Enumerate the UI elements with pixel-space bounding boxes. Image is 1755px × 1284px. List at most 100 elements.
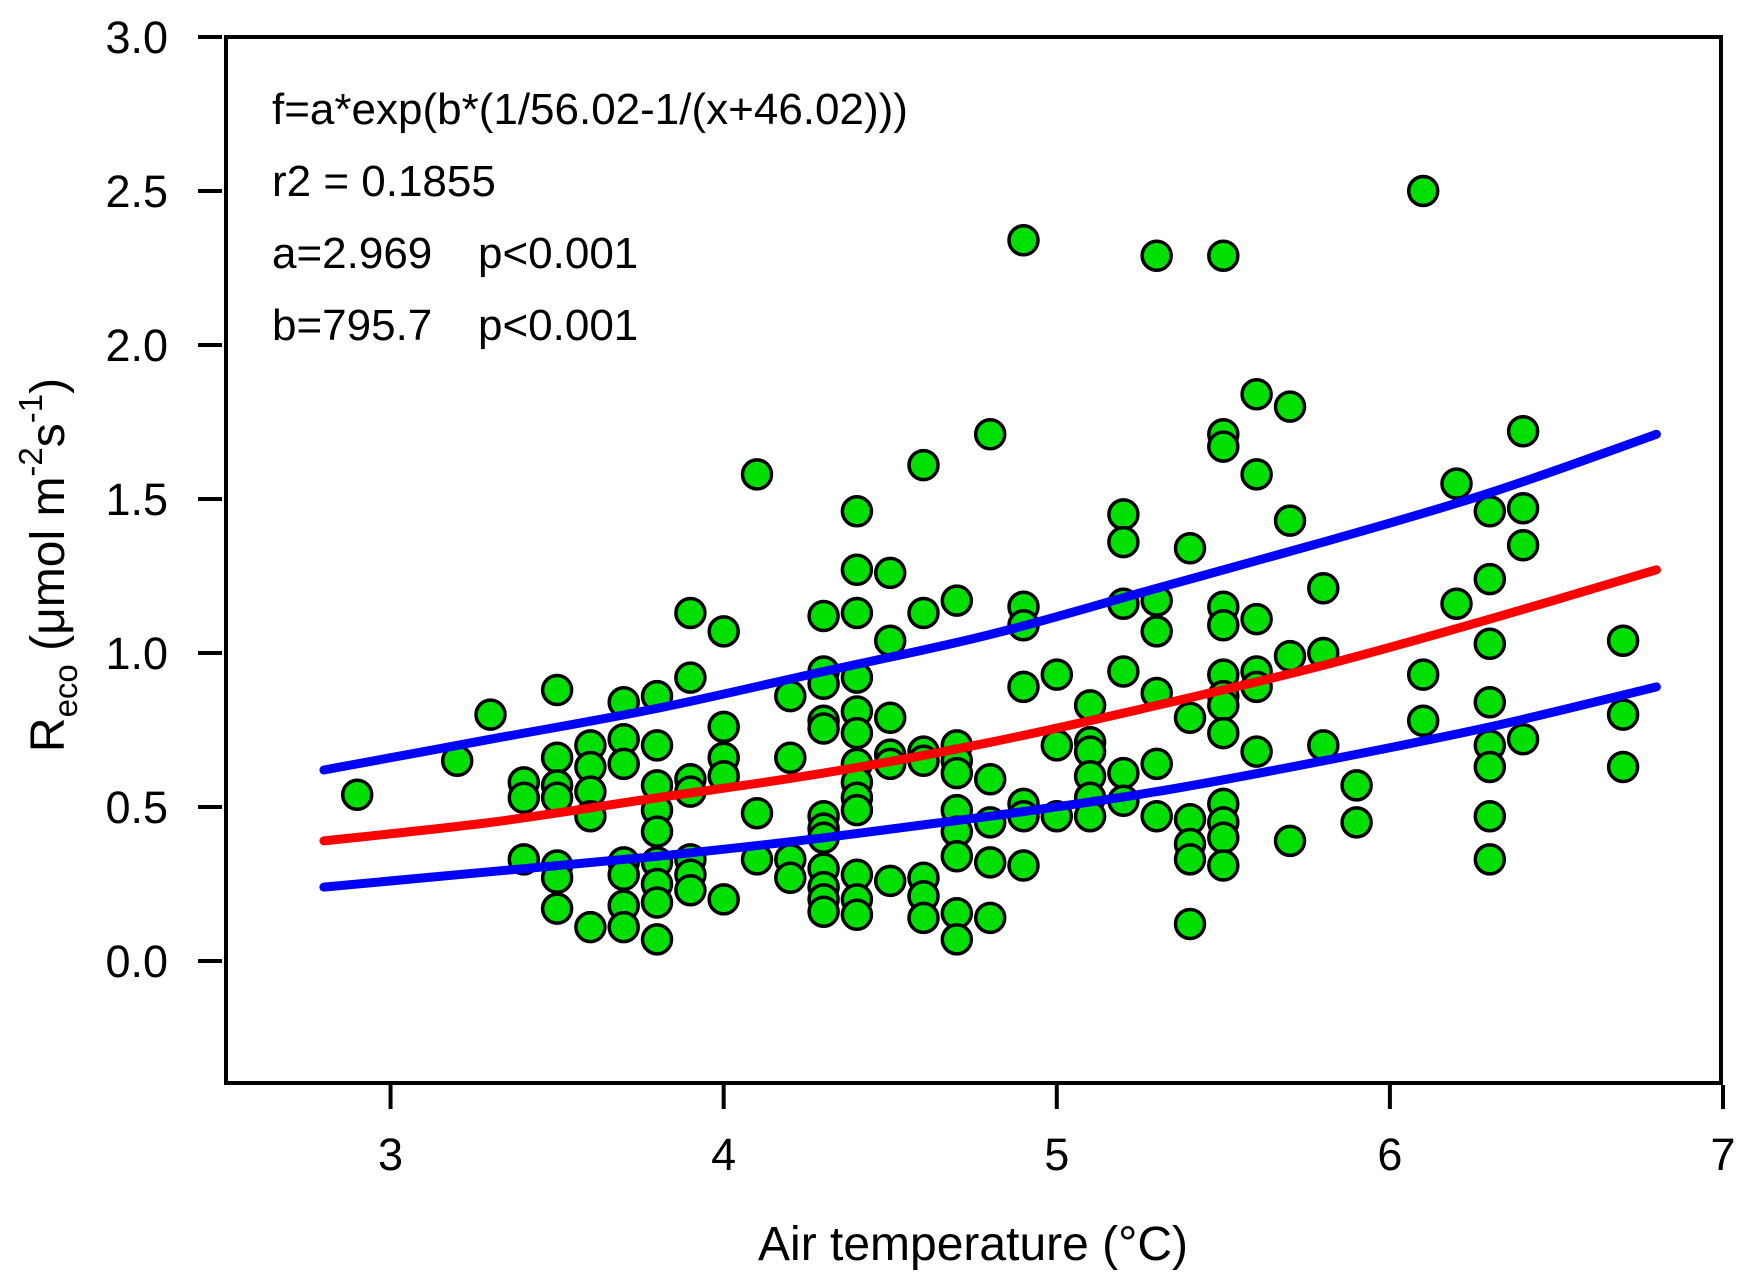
data-point bbox=[940, 584, 974, 617]
data-point bbox=[540, 892, 574, 925]
data-point bbox=[1107, 756, 1140, 790]
data-point bbox=[1173, 843, 1207, 876]
data-point bbox=[840, 553, 874, 587]
data-point bbox=[1606, 624, 1640, 657]
data-point bbox=[840, 898, 874, 932]
data-point bbox=[1140, 799, 1173, 833]
data-point bbox=[1107, 655, 1140, 688]
data-point bbox=[1240, 458, 1273, 491]
data-point bbox=[1506, 491, 1540, 525]
data-point bbox=[1040, 658, 1074, 691]
y-tick-label: 2.0 bbox=[105, 320, 168, 371]
data-point bbox=[840, 793, 874, 827]
y-tick-label: 3.0 bbox=[105, 12, 168, 63]
confidence-band-upper bbox=[319, 429, 1661, 775]
data-point bbox=[973, 418, 1007, 451]
data-point bbox=[1107, 498, 1140, 531]
data-point bbox=[1340, 806, 1373, 839]
data-point bbox=[1506, 414, 1540, 448]
data-point bbox=[1240, 378, 1273, 411]
x-tick-label: 7 bbox=[1710, 1129, 1735, 1180]
x-axis-title: Air temperature (°C) bbox=[758, 1218, 1188, 1271]
x-tick-label: 4 bbox=[711, 1129, 736, 1180]
data-point bbox=[973, 763, 1007, 796]
data-point bbox=[1107, 525, 1140, 559]
data-point bbox=[1473, 686, 1507, 719]
data-point bbox=[707, 883, 740, 916]
data-point bbox=[474, 698, 507, 731]
data-point bbox=[774, 741, 807, 774]
data-point bbox=[1207, 821, 1240, 855]
data-point bbox=[940, 923, 974, 956]
data-point bbox=[1473, 750, 1507, 784]
data-point bbox=[1307, 572, 1340, 605]
y-tick-label: 2.5 bbox=[105, 166, 168, 217]
data-point bbox=[873, 701, 907, 734]
fit-line bbox=[319, 565, 1661, 846]
confidence-band-lower bbox=[319, 682, 1661, 892]
y-tick-label: 1.5 bbox=[105, 474, 168, 525]
data-point bbox=[1506, 528, 1540, 562]
data-point bbox=[1173, 907, 1207, 941]
data-point bbox=[1207, 430, 1240, 463]
data-point bbox=[973, 901, 1007, 935]
data-point bbox=[707, 615, 740, 648]
data-point bbox=[907, 448, 940, 482]
data-points bbox=[340, 174, 1640, 956]
data-point bbox=[707, 710, 740, 744]
data-point bbox=[1240, 602, 1273, 636]
data-point bbox=[1606, 750, 1640, 784]
data-point bbox=[1473, 562, 1507, 596]
data-point bbox=[640, 886, 674, 919]
data-point bbox=[507, 781, 541, 815]
data-point bbox=[840, 716, 874, 750]
x-tick-label: 6 bbox=[1377, 1129, 1402, 1180]
data-point bbox=[1207, 239, 1240, 272]
data-point bbox=[640, 923, 674, 956]
annotation-b-value: b=795.7 bbox=[272, 301, 432, 350]
data-point bbox=[1040, 729, 1074, 762]
data-point bbox=[1506, 722, 1540, 756]
data-point bbox=[1440, 587, 1473, 620]
data-point bbox=[1173, 701, 1207, 734]
data-point bbox=[1473, 495, 1507, 528]
data-point bbox=[1606, 698, 1640, 731]
data-point bbox=[1007, 224, 1040, 257]
x-tick-label: 3 bbox=[378, 1129, 403, 1180]
data-point bbox=[674, 661, 707, 694]
x-axis: 3 4 5 6 7 bbox=[378, 1085, 1736, 1180]
data-point bbox=[907, 596, 940, 630]
data-point bbox=[907, 901, 940, 935]
data-point bbox=[840, 495, 874, 528]
data-point bbox=[1273, 504, 1307, 537]
data-point bbox=[774, 679, 807, 713]
data-point bbox=[973, 846, 1007, 879]
annotation-b-pvalue: p<0.001 bbox=[478, 301, 638, 350]
plot-frame bbox=[224, 35, 1723, 1085]
data-point bbox=[1140, 747, 1173, 781]
annotation-r2: r2 = 0.1855 bbox=[272, 157, 496, 206]
data-point bbox=[1007, 849, 1040, 882]
data-point bbox=[1473, 627, 1507, 661]
y-tick-label: 1.0 bbox=[105, 628, 168, 679]
data-point bbox=[807, 895, 840, 928]
data-point bbox=[807, 599, 840, 633]
data-point bbox=[774, 861, 807, 895]
data-point bbox=[1240, 735, 1273, 768]
data-point bbox=[1406, 704, 1440, 738]
annotation-a-value: a=2.969 bbox=[272, 229, 432, 278]
data-point bbox=[940, 840, 974, 873]
fit-annotation: f=a*exp(b*(1/56.02-1/(x+46.02))) r2 = 0.… bbox=[272, 85, 908, 350]
data-point bbox=[674, 596, 707, 630]
y-axis-title: Reco (μmol m-2s-1) bbox=[12, 378, 84, 752]
data-point bbox=[840, 596, 874, 630]
data-point bbox=[1207, 716, 1240, 750]
annotation-a-pvalue: p<0.001 bbox=[478, 229, 638, 278]
data-point bbox=[1273, 390, 1307, 423]
data-point bbox=[740, 796, 774, 830]
y-tick-label: 0.0 bbox=[105, 936, 168, 987]
data-point bbox=[1273, 824, 1307, 858]
data-point bbox=[1406, 174, 1440, 208]
